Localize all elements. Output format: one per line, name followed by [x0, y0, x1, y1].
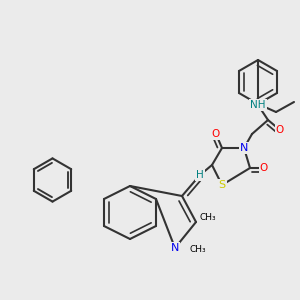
Text: N: N — [240, 143, 248, 153]
Text: H: H — [196, 170, 204, 180]
Text: N: N — [171, 243, 179, 253]
Text: CH₃: CH₃ — [200, 214, 216, 223]
Text: S: S — [218, 180, 226, 190]
Text: O: O — [260, 163, 268, 173]
Text: CH₃: CH₃ — [189, 245, 206, 254]
Text: O: O — [212, 129, 220, 139]
Text: O: O — [276, 125, 284, 135]
Text: NH: NH — [250, 100, 266, 110]
